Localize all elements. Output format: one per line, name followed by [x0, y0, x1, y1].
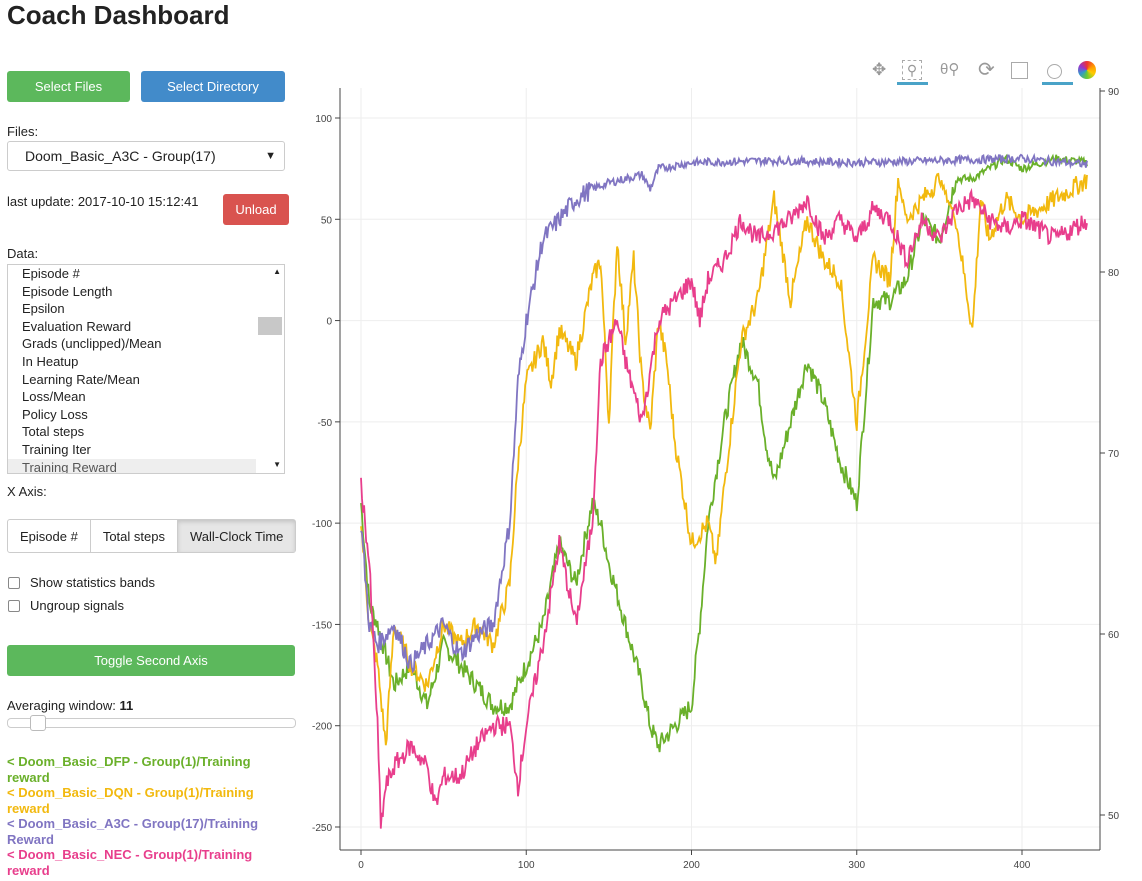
bokeh-logo-icon	[1078, 61, 1096, 79]
y2-tick-label: 80	[1108, 268, 1120, 279]
y-tick-label: -100	[312, 519, 332, 530]
legend-item[interactable]: < Doom_Basic_DFP - Group(1)/Training rew…	[7, 754, 251, 785]
y-tick-label: -50	[318, 418, 333, 429]
data-list-item[interactable]: Episode #	[22, 266, 80, 281]
toggle-second-axis-button[interactable]: Toggle Second Axis	[7, 645, 295, 676]
y-tick-label: 50	[321, 215, 333, 226]
x-axis-selector: Episode # Total steps Wall-Clock Time	[7, 519, 297, 553]
save-icon[interactable]	[1011, 62, 1028, 79]
legend-item[interactable]: < Doom_Basic_DQN - Group(1)/Training rew…	[7, 785, 254, 816]
x-axis-label: X Axis:	[7, 484, 47, 499]
box-zoom-icon[interactable]: ⚲	[902, 60, 922, 80]
legend-item[interactable]: < Doom_Basic_A3C - Group(17)/Training Re…	[7, 816, 259, 847]
x-tick-label: 200	[683, 860, 700, 871]
legend-item[interactable]: < Doom_Basic_NEC - Group(1)/Training rew…	[7, 847, 253, 878]
averaging-label: Averaging window:	[7, 698, 116, 713]
series-line	[360, 172, 1088, 746]
data-list-item[interactable]: Total steps	[22, 424, 85, 440]
data-list-item[interactable]: In Heatup	[22, 353, 79, 369]
slider-handle[interactable]	[30, 715, 46, 731]
pan-icon[interactable]: ✥	[872, 60, 887, 79]
series-line	[360, 187, 1088, 829]
page-title: Coach Dashboard	[7, 0, 230, 30]
data-list-item[interactable]: Learning Rate/Mean	[22, 371, 140, 387]
averaging-slider[interactable]	[7, 715, 296, 731]
y2-tick-label: 60	[1108, 630, 1120, 641]
data-list-item[interactable]: Training Iter	[22, 441, 91, 457]
x-axis-wall-clock[interactable]: Wall-Clock Time	[177, 520, 296, 552]
select-files-button[interactable]: Select Files	[7, 71, 130, 102]
y-tick-label: -150	[312, 620, 332, 631]
chevron-down-icon: ▼	[265, 150, 276, 162]
data-list-item[interactable]: Evaluation Reward	[22, 318, 132, 334]
y2-tick-label: 90	[1108, 87, 1120, 98]
scroll-down-icon[interactable]: ▼	[273, 460, 281, 469]
data-list-item[interactable]: Epsilon	[22, 301, 65, 317]
y-tick-label: -200	[312, 722, 332, 733]
files-select[interactable]: Doom_Basic_A3C - Group(17) ▼	[7, 141, 285, 171]
data-listbox[interactable]: ▲ ▼ Episode # Episode Length Epsilon Evalua…	[7, 264, 285, 474]
hover-icon[interactable]	[1047, 64, 1062, 79]
data-list-item[interactable]: Loss/Mean	[22, 389, 86, 405]
scroll-up-icon[interactable]: ▲	[273, 267, 281, 276]
y-tick-label: 0	[326, 317, 332, 328]
x-tick-label: 100	[518, 860, 535, 871]
x-tick-label: 0	[358, 860, 364, 871]
x-axis-total-steps[interactable]: Total steps	[91, 520, 178, 552]
y2-tick-label: 50	[1108, 811, 1120, 822]
data-list-item[interactable]: Grads (unclipped)/Mean	[22, 336, 162, 352]
averaging-window: Averaging window: 11	[7, 698, 133, 713]
checkbox-label: Show statistics bands	[30, 575, 156, 590]
series-line	[360, 153, 1088, 753]
data-list-item[interactable]: Episode Length	[22, 283, 113, 299]
data-label: Data:	[7, 246, 39, 261]
unload-button[interactable]: Unload	[223, 194, 289, 225]
x-tick-label: 300	[848, 860, 865, 871]
x-tick-label: 400	[1014, 860, 1031, 871]
data-list-item[interactable]: Training Reward	[8, 458, 256, 473]
x-axis-episode[interactable]: Episode #	[8, 520, 91, 552]
y-tick-label: 100	[315, 114, 332, 125]
y-tick-label: -250	[312, 823, 332, 834]
y2-tick-label: 70	[1108, 449, 1120, 460]
select-directory-button[interactable]: Select Directory	[141, 71, 285, 102]
legend: < Doom_Basic_DFP - Group(1)/Training rew…	[7, 754, 292, 878]
reset-icon[interactable]: ⟳	[978, 59, 995, 81]
series-line	[360, 152, 1088, 674]
ungroup-signals-checkbox[interactable]: Ungroup signals	[8, 598, 124, 613]
files-label: Files:	[7, 124, 39, 139]
data-list-item[interactable]: Policy Loss	[22, 406, 88, 422]
last-update: last update: 2017-10-10 15:12:41	[7, 194, 199, 209]
wheel-zoom-icon[interactable]: θ⚲	[940, 61, 960, 78]
statistics-bands-checkbox[interactable]: Show statistics bands	[8, 575, 155, 590]
scrollbar[interactable]	[258, 317, 282, 335]
averaging-value: 11	[119, 698, 134, 713]
files-value: Doom_Basic_A3C - Group(17)	[25, 148, 216, 164]
checkbox-label: Ungroup signals	[30, 598, 124, 613]
